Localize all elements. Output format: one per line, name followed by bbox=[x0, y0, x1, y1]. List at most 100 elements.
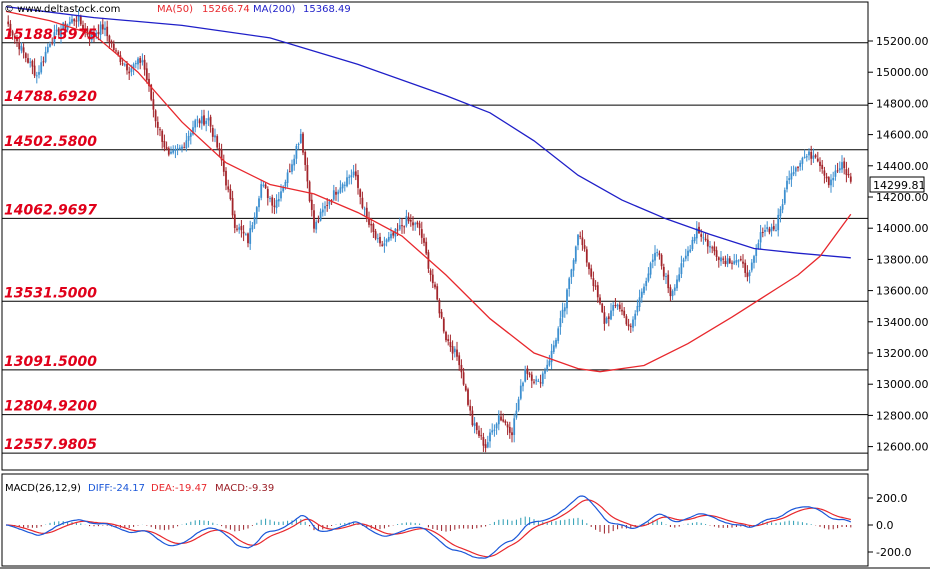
candle-body bbox=[141, 60, 144, 63]
level-label: 12804.9200 bbox=[4, 399, 97, 415]
candle-body bbox=[825, 176, 828, 179]
candle-body bbox=[106, 26, 109, 37]
candle-body bbox=[317, 220, 320, 222]
candle-body bbox=[625, 316, 628, 325]
candle-body bbox=[222, 161, 225, 172]
candle-body bbox=[161, 130, 164, 142]
candle-body bbox=[326, 205, 329, 207]
candle-body bbox=[79, 15, 82, 25]
candle-body bbox=[49, 44, 51, 47]
candle-body bbox=[156, 121, 159, 128]
candle-body bbox=[464, 385, 467, 391]
candle-body bbox=[194, 120, 197, 128]
candle-body bbox=[559, 318, 562, 328]
candle-body bbox=[775, 230, 777, 232]
candle-body bbox=[253, 216, 256, 225]
candle-body bbox=[354, 171, 357, 177]
candle-body bbox=[251, 225, 254, 230]
ma50-line bbox=[5, 10, 852, 373]
candle-body bbox=[178, 147, 181, 149]
candle-body bbox=[396, 229, 399, 231]
candle-body bbox=[255, 207, 258, 218]
candle-body bbox=[330, 199, 333, 201]
candle-body bbox=[693, 237, 696, 242]
candle-body bbox=[218, 148, 221, 151]
candle-body bbox=[592, 278, 595, 286]
candle-body bbox=[517, 399, 520, 411]
candle-body bbox=[808, 151, 810, 156]
candle-body bbox=[486, 442, 489, 448]
current-price-value: 14299.81 bbox=[873, 179, 926, 192]
candle-body bbox=[671, 290, 674, 297]
candle-body bbox=[691, 239, 694, 250]
candle-body bbox=[240, 225, 243, 231]
level-label: 14788.6920 bbox=[4, 89, 97, 105]
candle-body bbox=[816, 158, 819, 162]
candle-body bbox=[77, 16, 80, 22]
candle-body bbox=[544, 370, 546, 374]
candlesticks bbox=[7, 9, 852, 453]
candle-body bbox=[473, 423, 476, 427]
candle-body bbox=[9, 23, 12, 33]
candle-body bbox=[299, 133, 302, 143]
candle-body bbox=[524, 369, 527, 382]
candle-body bbox=[343, 184, 346, 186]
candle-body bbox=[260, 184, 263, 198]
candle-body bbox=[726, 258, 729, 265]
level-label: 13531.5000 bbox=[4, 285, 97, 301]
price-tick-label: 13800.00 bbox=[876, 253, 929, 266]
candle-body bbox=[236, 228, 238, 230]
price-pane bbox=[1, 1, 869, 471]
candle-body bbox=[324, 206, 326, 209]
candle-body bbox=[407, 216, 410, 222]
candle-body bbox=[379, 236, 381, 244]
price-tick-label: 14400.00 bbox=[876, 160, 929, 173]
candle-body bbox=[546, 364, 549, 371]
price-tick-label: 13000.00 bbox=[876, 378, 929, 391]
candle-body bbox=[733, 261, 736, 264]
candle-body bbox=[119, 55, 122, 63]
candle-body bbox=[339, 187, 342, 193]
candle-body bbox=[764, 229, 766, 232]
candle-body bbox=[297, 143, 300, 145]
candle-body bbox=[335, 191, 337, 195]
candle-body bbox=[121, 63, 124, 65]
candle-body bbox=[20, 45, 23, 51]
candle-body bbox=[687, 250, 689, 257]
candle-body bbox=[361, 197, 364, 208]
candle-body bbox=[130, 68, 133, 72]
candle-body bbox=[198, 120, 201, 124]
candle-body bbox=[702, 237, 705, 239]
candle-body bbox=[801, 158, 804, 164]
candle-body bbox=[704, 238, 707, 241]
candle-body bbox=[737, 260, 740, 262]
candle-body bbox=[372, 224, 375, 232]
candle-body bbox=[412, 222, 414, 226]
candle-body bbox=[618, 304, 621, 310]
ma50-label: MA(50) bbox=[157, 4, 193, 15]
candle-body bbox=[497, 415, 500, 425]
candle-body bbox=[152, 99, 155, 110]
candle-body bbox=[812, 155, 815, 159]
candle-body bbox=[469, 405, 472, 411]
candle-body bbox=[508, 426, 511, 433]
candle-body bbox=[581, 237, 584, 246]
candle-body bbox=[401, 225, 403, 227]
candle-body bbox=[552, 345, 555, 352]
candle-body bbox=[258, 198, 260, 208]
candle-body bbox=[205, 120, 208, 124]
candle-body bbox=[273, 205, 276, 207]
candle-body bbox=[689, 249, 692, 252]
candle-body bbox=[515, 410, 518, 418]
candle-body bbox=[480, 435, 483, 437]
candle-body bbox=[216, 136, 219, 148]
candle-body bbox=[7, 21, 10, 25]
candle-body bbox=[306, 164, 309, 182]
candle-body bbox=[374, 231, 377, 239]
candle-body bbox=[40, 62, 43, 73]
candle-body bbox=[684, 255, 687, 259]
candle-body bbox=[783, 190, 786, 204]
price-tick-label: 13200.00 bbox=[876, 347, 929, 360]
candle-body bbox=[332, 190, 335, 200]
candle-body bbox=[605, 317, 608, 323]
